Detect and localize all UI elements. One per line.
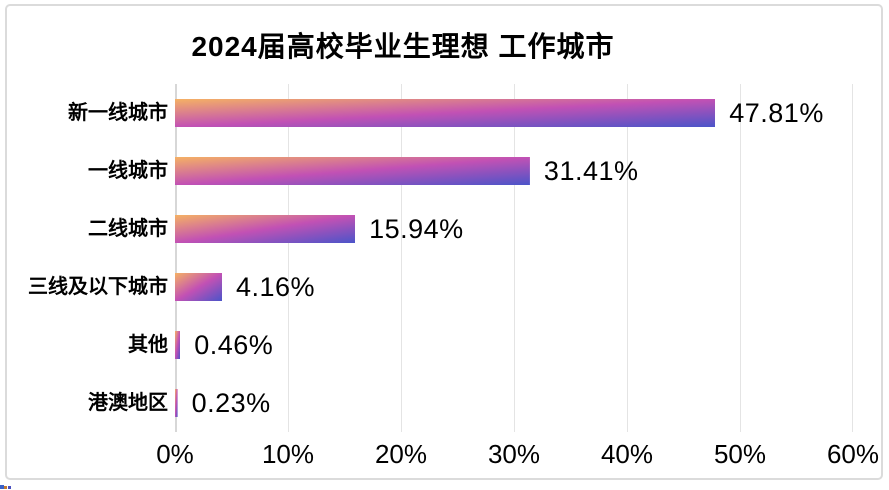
screen-artifact [0,485,4,489]
gridline [288,84,289,432]
bar-row: 4.16% [175,258,853,316]
bar-row: 15.94% [175,200,853,258]
bar [175,331,181,359]
bar [175,273,222,301]
gridline [852,84,853,432]
category-label: 其他 [128,334,168,356]
screen-artifact [8,486,11,489]
gridline [400,84,402,432]
category-label: 二线城市 [88,218,168,240]
bar-row: 0.46% [175,316,853,374]
category-label: 一线城市 [88,160,168,182]
value-label: 47.81% [729,97,824,128]
screen-artifact [4,486,7,489]
value-label: 0.23% [191,387,271,418]
bar [175,215,356,243]
x-axis-tick: 10% [261,439,315,469]
value-label: 15.94% [369,213,464,244]
x-axis-tick: 50% [713,439,767,469]
value-label: 4.16% [236,271,316,302]
x-axis: 0% 10% 20% 30% 40% 50% 60% [156,439,879,469]
bar-row: 31.41% [175,142,853,200]
x-axis-tick: 20% [374,439,428,469]
category-label: 新一线城市 [68,102,168,124]
bar-rows: 47.81% 31.41% 15.94% 4.16% 0.46% 0.23% [175,84,853,432]
axis-baseline [175,84,177,432]
card-border [5,4,883,480]
category-label: 三线及以下城市 [28,276,168,298]
category-label: 港澳地区 [88,392,168,414]
gridline [627,84,628,432]
bar [175,99,716,127]
x-axis-tick: 0% [156,439,194,469]
value-label: 31.41% [543,155,639,186]
gridline [739,84,741,432]
x-axis-tick: 30% [487,439,541,469]
bar-row: 47.81% [175,84,853,142]
chart-title: 2024届高校毕业生理想 工作城市 [191,31,615,62]
bar-row: 0.23% [175,374,853,432]
x-axis-tick: 60% [826,439,880,469]
gridline [514,84,515,432]
bar [175,389,178,417]
value-label: 0.46% [194,329,274,360]
x-axis-tick: 40% [600,439,654,469]
plot-area: 47.81% 31.41% 15.94% 4.16% 0.46% 0.23% [175,84,853,432]
bar [175,157,530,185]
category-axis: 新一线城市 一线城市 二线城市 三线及以下城市 其他 港澳地区 [0,84,168,432]
gridlines [175,84,853,432]
